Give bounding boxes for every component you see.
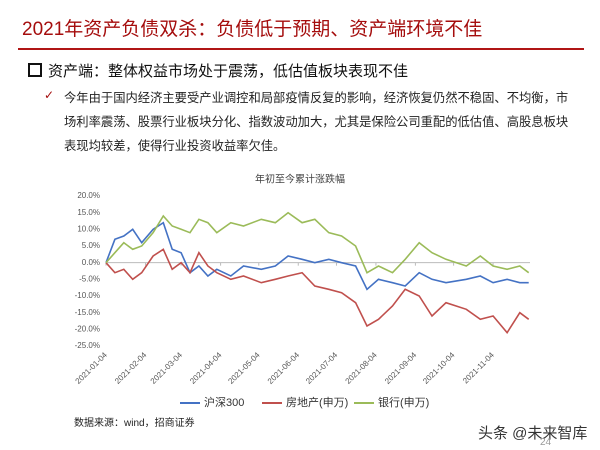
y-tick-label: -15.0% [75,308,100,317]
title-rule [18,48,584,50]
x-tick-label: 2021-08-04 [344,350,380,386]
series-line [105,248,530,335]
series-line [105,221,529,291]
source-note: 数据来源：wind，招商证券 [74,418,195,429]
y-tick-label: 15.0% [77,208,100,217]
slide-title: 2021年资产负债双杀：负债低于预期、资产端环境不佳 [22,19,483,40]
chart-title: 年初至今累计涨跌幅 [255,173,345,186]
x-tick-label: 2021-06-04 [266,350,302,386]
series-line [105,211,530,274]
y-tick-label: -20.0% [75,324,100,333]
x-tick-label: 2021-11-04 [461,350,496,385]
y-tick-label: 10.0% [77,224,100,233]
y-tick-label: 0.0% [82,258,100,267]
x-tick-label: 2021-02-04 [113,350,149,386]
legend-label: 沪深300 [204,395,244,409]
y-tick-label: -25.0% [75,341,100,350]
y-tick-label: 5.0% [82,241,100,250]
y-tick-label: 20.0% [77,191,100,200]
x-tick-label: 2021-09-04 [383,350,419,386]
y-tick-label: -10.0% [75,291,100,300]
x-tick-label: 2021-01-04 [74,350,110,386]
x-tick-label: 2021-04-04 [188,350,224,386]
page-number: 24 [540,437,552,448]
x-tick-label: 2021-07-04 [304,350,340,386]
watermark: 头条 @未来智库 [478,425,588,442]
check-mark: ✓ [44,88,55,102]
y-tick-label: -5.0% [79,274,100,283]
section-heading: 资产端：整体权益市场处于震荡，低估值板块表现不佳 [48,63,409,80]
legend-label: 银行(申万) [378,395,429,409]
x-tick-label: 2021-10-04 [421,350,457,386]
square-bullet [28,63,42,77]
x-tick-label: 2021-03-04 [149,350,185,386]
x-tick-label: 2021-05-04 [226,350,262,386]
legend-label: 房地产(申万) [286,395,348,409]
bullet-text: 今年由于国内经济主要受产业调控和局部疫情反复的影响，经济恢复仍然不稳固、不均衡，… [64,91,569,153]
